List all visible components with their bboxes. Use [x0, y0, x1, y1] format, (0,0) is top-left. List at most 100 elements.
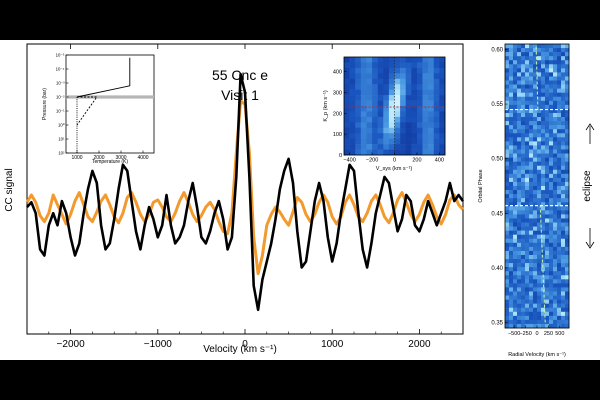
trail-map-cell: [517, 263, 522, 268]
trail-map-cell: [557, 190, 562, 195]
trail-map-cell: [565, 323, 570, 329]
trail-map-cell: [533, 137, 538, 142]
trail-map-cell: [565, 84, 570, 89]
trail-map-cell: [505, 48, 510, 53]
trail-map-cell: [513, 173, 518, 179]
trail-map-cell: [521, 64, 526, 69]
trail-map-cell: [505, 161, 510, 167]
kp-map-cell: [372, 62, 378, 69]
trail-map-cell: [521, 218, 526, 223]
trail-map-cell: [553, 48, 558, 53]
trail-map-cell: [533, 319, 538, 325]
kp-map-cell: [405, 116, 412, 123]
trail-map-cell: [541, 194, 546, 199]
trail-map-cell: [525, 291, 530, 296]
trail-map-cell: [545, 319, 550, 325]
trail-map-cell: [517, 250, 522, 256]
trail-map-cell: [549, 206, 554, 211]
trail-map-cell: [565, 283, 570, 288]
kp-map-cell: [433, 133, 440, 139]
kp-map-cell: [372, 149, 378, 156]
trail-map-cell: [537, 311, 542, 317]
trail-map-cell: [533, 230, 538, 235]
trail-map-cell: [545, 177, 550, 183]
trail-map-cell: [517, 133, 522, 138]
trail-map-cell: [549, 112, 554, 118]
trail-map-cell: [505, 230, 510, 235]
trail-map-cell: [553, 157, 558, 162]
trail-map-cell: [561, 291, 566, 296]
kp-map-cell: [366, 84, 373, 90]
kp-map-cell: [360, 144, 367, 150]
trail-map-cell: [533, 250, 538, 256]
kp-y-tick-label: 400: [333, 70, 342, 76]
trail-map-cell: [525, 157, 530, 162]
trail-map-cell: [557, 117, 562, 122]
trail-map-cell: [533, 202, 538, 207]
trail-map-cell: [525, 311, 530, 317]
kp-map-cell: [360, 84, 367, 90]
trail-map-cell: [561, 267, 566, 272]
trail-map-cell: [541, 295, 546, 300]
trail-map-cell: [565, 299, 570, 304]
trail-map-cell: [553, 108, 558, 114]
trail-map-cell: [549, 52, 554, 57]
kp-map-cell: [372, 89, 378, 96]
trail-map-cell: [521, 72, 526, 77]
kp-map-cell: [411, 149, 418, 156]
trail-map-cell: [517, 238, 522, 244]
trail-map-cell: [537, 210, 542, 215]
kp-map-cell: [433, 127, 440, 134]
trail-map-cell: [525, 129, 530, 134]
trail-map-cell: [553, 141, 558, 146]
trail-map-cell: [541, 315, 546, 321]
trail-map-cell: [557, 263, 562, 268]
trail-map-cell: [561, 295, 566, 300]
trail-map-cell: [561, 234, 566, 240]
trail-map-cell: [521, 311, 526, 317]
trail-map-cell: [565, 165, 570, 171]
trail-map-cell: [513, 202, 518, 207]
kp-map-cell: [394, 62, 401, 69]
trail-map-cell: [553, 112, 558, 118]
trail-map-cell: [553, 88, 558, 93]
trail-map-cell: [553, 279, 558, 284]
trail-map-cell: [553, 133, 558, 138]
trail-map-cell: [561, 68, 566, 73]
kp-x-tick-label: 0: [393, 158, 396, 164]
trail-map-cell: [513, 263, 518, 268]
kp-map-cell: [416, 84, 423, 90]
cc-x-tick-label: 1000: [321, 339, 344, 350]
kp-map-cell: [383, 111, 390, 118]
trail-map-cell: [513, 271, 518, 276]
trail-map-cell: [537, 80, 542, 85]
kp-map-cell: [400, 84, 407, 90]
trail-map-cell: [521, 88, 526, 93]
trail-map-cell: [505, 291, 510, 296]
kp-map-cell: [349, 106, 356, 112]
trail-map-cell: [533, 92, 538, 98]
trail-x-tick-label: 250: [544, 331, 553, 337]
trail-map-cell: [549, 121, 554, 126]
kp-map-cell: [422, 138, 429, 145]
trail-map-cell: [517, 169, 522, 175]
trail-map-cell: [533, 121, 538, 126]
trail-map-cell: [537, 254, 542, 260]
trail-map-cell: [533, 44, 538, 49]
trail-map-cell: [517, 129, 522, 134]
trail-map-cell: [509, 88, 514, 93]
trail-map-cell: [545, 230, 550, 235]
trail-map-cell: [525, 80, 530, 85]
trail-map-cell: [533, 315, 538, 321]
kp-map-cell: [411, 138, 418, 145]
trail-map-cell: [553, 64, 558, 69]
trail-map-cell: [521, 307, 526, 313]
trail-map-cell: [529, 108, 534, 114]
trail-map-cell: [533, 108, 538, 114]
kp-map-cell: [400, 78, 407, 85]
trail-map-cell: [537, 279, 542, 284]
trail-map-cell: [553, 238, 558, 244]
trail-map-cell: [553, 291, 558, 296]
trail-map-cell: [509, 157, 514, 162]
trail-map-cell: [509, 165, 514, 171]
